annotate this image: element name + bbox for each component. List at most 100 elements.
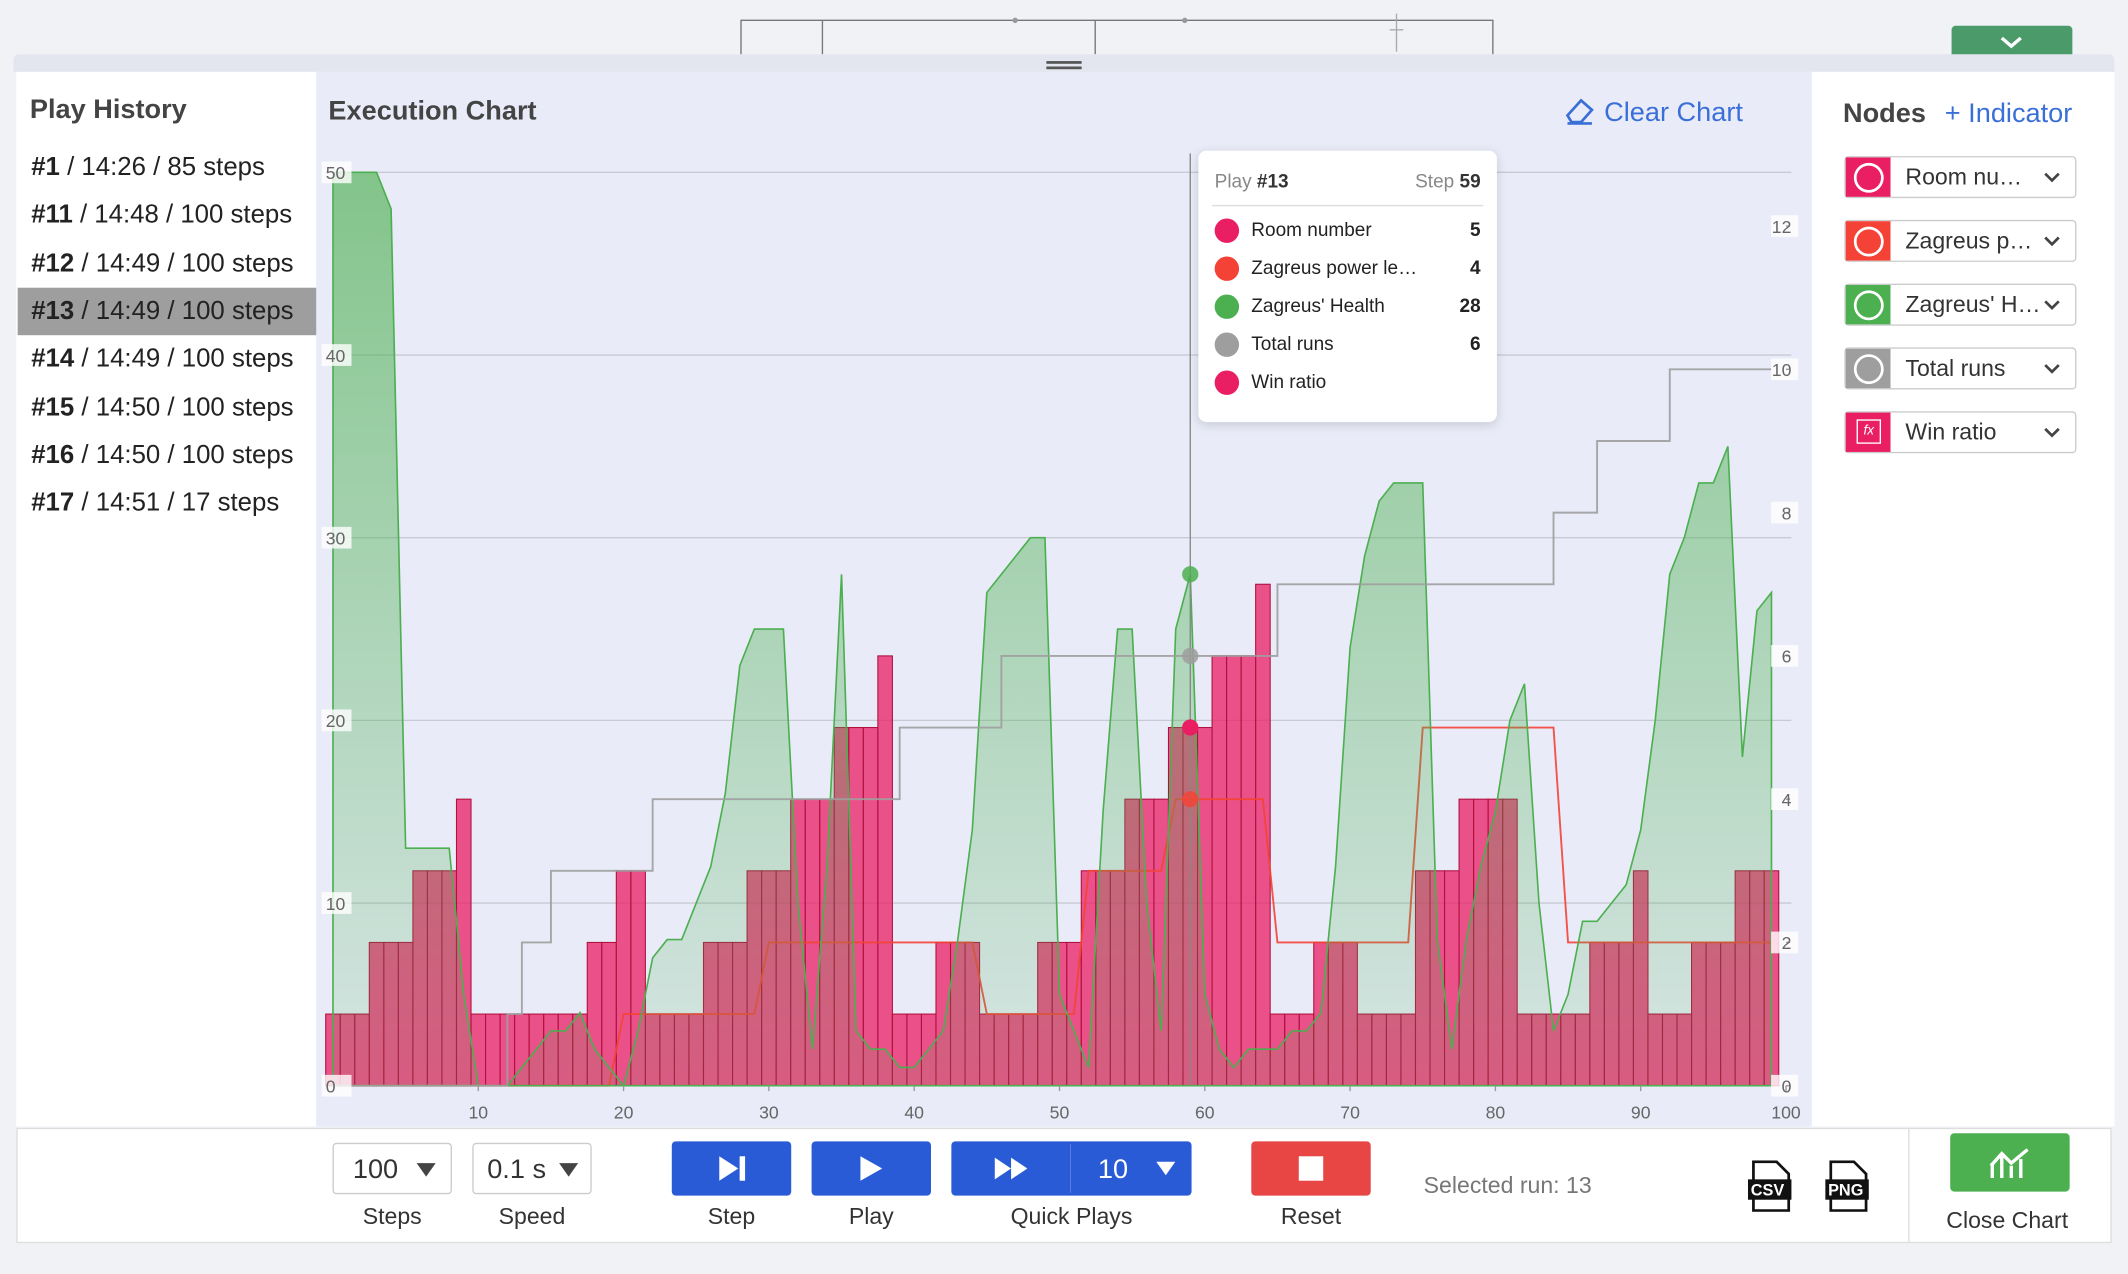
y-tick-label: 10: [326, 894, 346, 914]
play-id: #13: [31, 297, 75, 326]
tooltip-value: 4: [1470, 256, 1481, 279]
y2-tick-label: 8: [1782, 503, 1792, 523]
history-item[interactable]: #13 / 14:49 / 100 steps: [17, 287, 317, 336]
play-info: / 14:50 / 100 steps: [74, 392, 294, 422]
tooltip-play-label: Play: [1214, 169, 1252, 192]
quick-plays-button[interactable]: 10: [951, 1141, 1192, 1196]
dropdown-chevron: [2044, 427, 2060, 438]
x-tick-label: 10: [468, 1102, 488, 1122]
play-info: / 14:50 / 100 steps: [74, 440, 294, 470]
png-export[interactable]: PNG: [1824, 1160, 1870, 1212]
x-tick-label: 20: [614, 1102, 634, 1122]
history-item[interactable]: #15 / 14:50 / 100 steps: [18, 383, 317, 431]
node-item[interactable]: Zagreus p…: [1844, 219, 2077, 262]
collapse-button[interactable]: [1951, 25, 2073, 60]
node-item[interactable]: Total runs: [1844, 347, 2077, 390]
step-icon: [719, 1156, 746, 1181]
play-button[interactable]: [811, 1141, 932, 1196]
x-tick-label: 40: [904, 1102, 924, 1122]
y-tick-label: 50: [326, 163, 346, 183]
chart-title: Execution Chart: [328, 96, 537, 127]
node-item[interactable]: Zagreus' H…: [1844, 283, 2077, 326]
y2-tick-bg: [1771, 788, 1799, 811]
hover-dot: [1182, 566, 1199, 583]
y-tick: 0: [321, 1074, 352, 1097]
tooltip-step-label: Step: [1415, 169, 1455, 192]
selected-run: Selected run: 13: [1423, 1172, 1592, 1199]
speed-select[interactable]: 0.1 s: [472, 1142, 592, 1195]
node-swatch: [1845, 285, 1891, 325]
speed-value: 0.1 s: [487, 1154, 547, 1185]
drag-bar[interactable]: [13, 54, 2115, 72]
history-item[interactable]: #17 / 14:51 / 17 steps: [18, 479, 317, 527]
bar: [615, 870, 632, 1087]
execution-chart: 0 10 20 30 40 50 0 2 4 6 8 10 12 10 20 30 40 50 60 70 80 90 10…: [321, 153, 1801, 1122]
stop-icon: [1298, 1156, 1324, 1181]
step-button[interactable]: [671, 1141, 792, 1196]
history-panel: [16, 71, 317, 1127]
reset-button[interactable]: [1251, 1141, 1371, 1196]
add-indicator[interactable]: + Indicator: [1944, 99, 2073, 129]
tooltip-name: Zagreus' Health: [1251, 294, 1385, 317]
bar: [1240, 655, 1257, 1087]
dropdown-arrow: [559, 1163, 579, 1177]
bar: [877, 655, 893, 1087]
y2-tick: 12: [1771, 215, 1799, 237]
dropdown-chevron: [2044, 236, 2060, 247]
y2-tick: 10: [1771, 358, 1799, 381]
eraser-icon: [1565, 98, 1594, 125]
node-swatch: [1845, 157, 1891, 197]
tooltip-step: Step 59: [1415, 170, 1481, 192]
tooltip-name: Win ratio: [1251, 370, 1327, 393]
dropdown-chevron: [2044, 300, 2060, 310]
y-tick: 10: [321, 892, 352, 914]
y2-tick: 2: [1771, 931, 1799, 954]
dropdown-arrow: [416, 1163, 436, 1177]
reset-caption: Reset: [1280, 1203, 1342, 1230]
y-tick-label: 20: [326, 711, 346, 731]
node-icon: fx: [1856, 419, 1882, 444]
history-item[interactable]: #1 / 14:26 / 85 steps: [18, 144, 317, 192]
step-caption: Step: [707, 1203, 756, 1230]
tooltip-dot: [1214, 294, 1240, 319]
y2-tick-bg: [1771, 215, 1799, 237]
node-icon: [1853, 226, 1884, 257]
y2-tick: 6: [1771, 645, 1799, 667]
play-info: / 14:49 / 100 steps: [74, 344, 294, 374]
steps-select[interactable]: 100: [332, 1142, 452, 1195]
y-tick-bg: [321, 709, 352, 732]
close-chart-caption: Close Chart: [1946, 1207, 2069, 1234]
history-item[interactable]: #12 / 14:49 / 100 steps: [18, 240, 317, 288]
history-item[interactable]: #14 / 14:49 / 100 steps: [18, 335, 317, 383]
y-tick-label: 40: [326, 346, 346, 366]
history-item[interactable]: #16 / 14:50 / 100 steps: [18, 431, 317, 479]
node-item[interactable]: Room nu…: [1844, 156, 2077, 199]
area: [332, 171, 1773, 1088]
csv-label: CSV: [1750, 1180, 1785, 1200]
clear-chart-button[interactable]: Clear Chart: [1563, 95, 1743, 129]
y2-tick: 8: [1771, 501, 1799, 524]
clear-chart-label: Clear Chart: [1604, 97, 1743, 128]
node-icon: [1853, 290, 1884, 321]
x-tick-label: 70: [1340, 1102, 1360, 1122]
node-label: Zagreus' H…: [1905, 291, 2041, 318]
y-tick: 20: [321, 709, 352, 732]
play-info: / 14:49 / 100 steps: [74, 297, 294, 326]
history-item[interactable]: #11 / 14:48 / 100 steps: [18, 192, 317, 240]
play-caption: Play: [848, 1203, 894, 1230]
y-tick-bg: [321, 344, 352, 366]
bar: [1211, 655, 1228, 1087]
node-item[interactable]: fx Win ratio: [1844, 411, 2077, 454]
y-tick-bg: [321, 892, 352, 914]
drag-handle: [1046, 61, 1082, 64]
node-icon: [1853, 162, 1884, 193]
play-id: #15: [31, 392, 75, 422]
y2-tick-label: 2: [1782, 933, 1792, 953]
csv-export[interactable]: CSV: [1747, 1160, 1793, 1212]
tooltip-dot: [1214, 332, 1240, 357]
tooltip-name: Total runs: [1251, 332, 1334, 355]
close-chart-button[interactable]: [1950, 1133, 2070, 1192]
tooltip-value: 28: [1459, 294, 1481, 317]
y2-tick-bg: [1771, 501, 1799, 524]
